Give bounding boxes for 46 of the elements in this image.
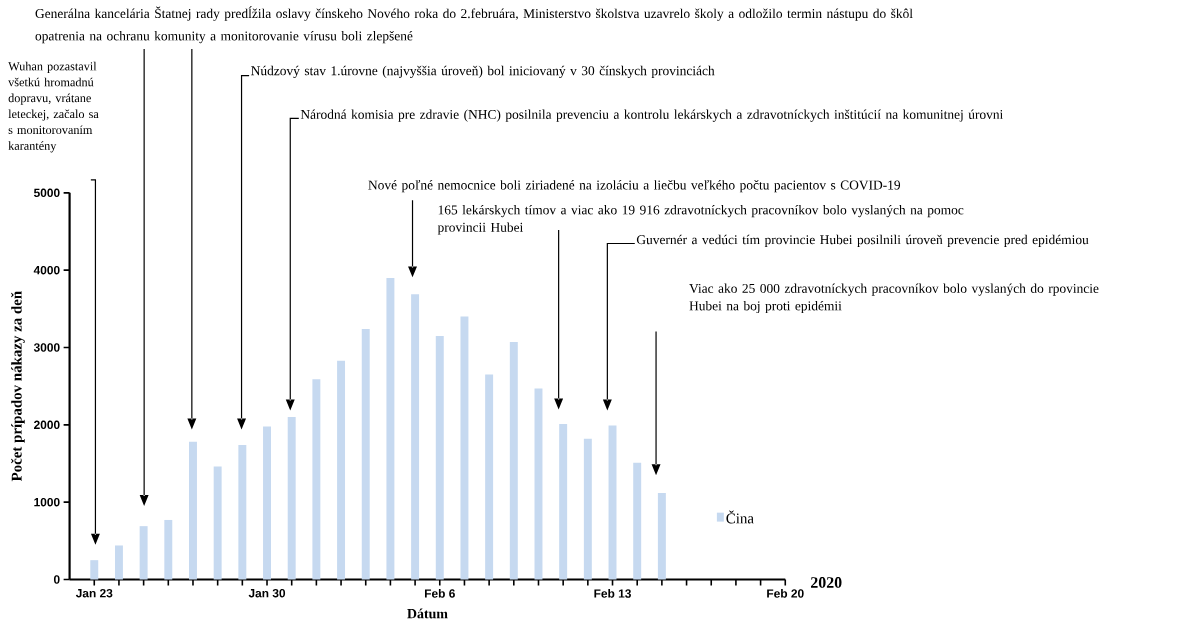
y-tick-label: 5000 — [33, 188, 60, 197]
y-tick-label: 2000 — [34, 420, 60, 429]
bar — [164, 519, 173, 580]
bar — [213, 466, 222, 580]
bar — [559, 423, 568, 580]
text: Národná komisia pre zdravie (NHC) posilnila prevenciu a kontrolu lekárskych a zdravotníckych inštitúcií na komunitnej úrovni — [300, 109, 1004, 122]
y-axis-title: Počet prípadov nákazy za deň — [11, 291, 25, 482]
text: Nové poľné nemocnice boli ziriadené na izoláciu a liečbu veľkého počtu pacientov s COVID-19 — [368, 180, 901, 193]
x-tick-label: Feb 20 — [767, 588, 804, 598]
y-tick-label: 4000 — [33, 265, 60, 275]
y-tick-label: 3000 — [33, 343, 60, 352]
x-tick-label: Jan 23 — [75, 588, 113, 598]
bar — [263, 426, 271, 580]
x-tick-label: Feb 13 — [594, 588, 631, 598]
bar — [386, 277, 395, 580]
bar — [633, 462, 642, 580]
annotation: 165 lekárskych tímov a viac ako 19 916 zdravotníckych pracovníkov bolo vyslaných na pomoc provincii Hubei — [437, 204, 964, 235]
bar — [238, 444, 247, 580]
bar — [114, 545, 123, 580]
bar — [509, 342, 518, 580]
text: 2020 — [810, 577, 842, 588]
bar — [361, 328, 370, 580]
y-tick-label: 1000 — [34, 497, 60, 507]
bar — [583, 438, 592, 580]
y-tick-label: 0 — [53, 575, 60, 584]
text: Núdzový stav 1.úrovne (najvyššia úroveň) bol iniciovaný v 30 čínskych provinciách — [251, 65, 715, 78]
x-axis-title: Dátum — [407, 608, 448, 619]
bar — [189, 441, 197, 580]
annotation: Guvernér a vedúci tím provincie Hubei posilnili úroveň prevencie pred epidémiou — [636, 234, 1089, 247]
x-tick-label: Jan 30 — [248, 588, 286, 598]
legend-label: Čina — [726, 510, 754, 524]
text: Wuhan pozastavil všetkú hromadnú dopravu, vrátane leteckej, začalo sa s monitorovaním karantény — [8, 61, 99, 153]
bar — [411, 294, 420, 580]
annotation: Viac ako 25 000 zdravotníckych pracovníkov bolo vyslaných do rpovincie Hubei na boj proti epidémii — [689, 283, 1099, 314]
bar — [657, 492, 666, 580]
text: opatrenia na ochranu komunity a monitorovanie vírusu boli zlepšené — [35, 30, 413, 44]
bar — [287, 417, 296, 580]
text: Generálna kancelária Štatnej rady predĺžila oslavy čínskeho Nového roka do 2.februára, Ministerstvo školstva uzavrelo školy a odložilo termin nástupu do škôl — [35, 6, 913, 21]
bar — [337, 360, 346, 580]
bar — [90, 560, 99, 580]
bar — [485, 374, 494, 580]
bar — [460, 316, 469, 580]
bar — [435, 335, 444, 580]
bar — [312, 379, 321, 580]
bar — [139, 526, 148, 580]
x-tick-label: Feb 6 — [424, 588, 455, 598]
